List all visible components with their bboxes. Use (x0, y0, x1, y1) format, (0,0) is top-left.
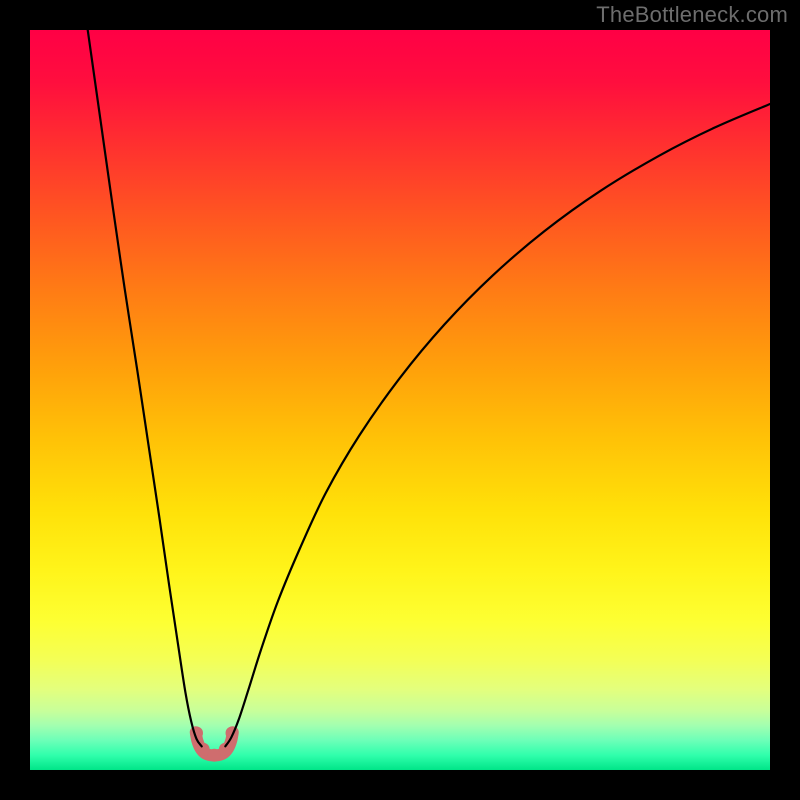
watermark-text: TheBottleneck.com (596, 2, 788, 28)
chart-container: { "watermark": "TheBottleneck.com", "cha… (0, 0, 800, 800)
bottleneck-chart (0, 0, 800, 800)
